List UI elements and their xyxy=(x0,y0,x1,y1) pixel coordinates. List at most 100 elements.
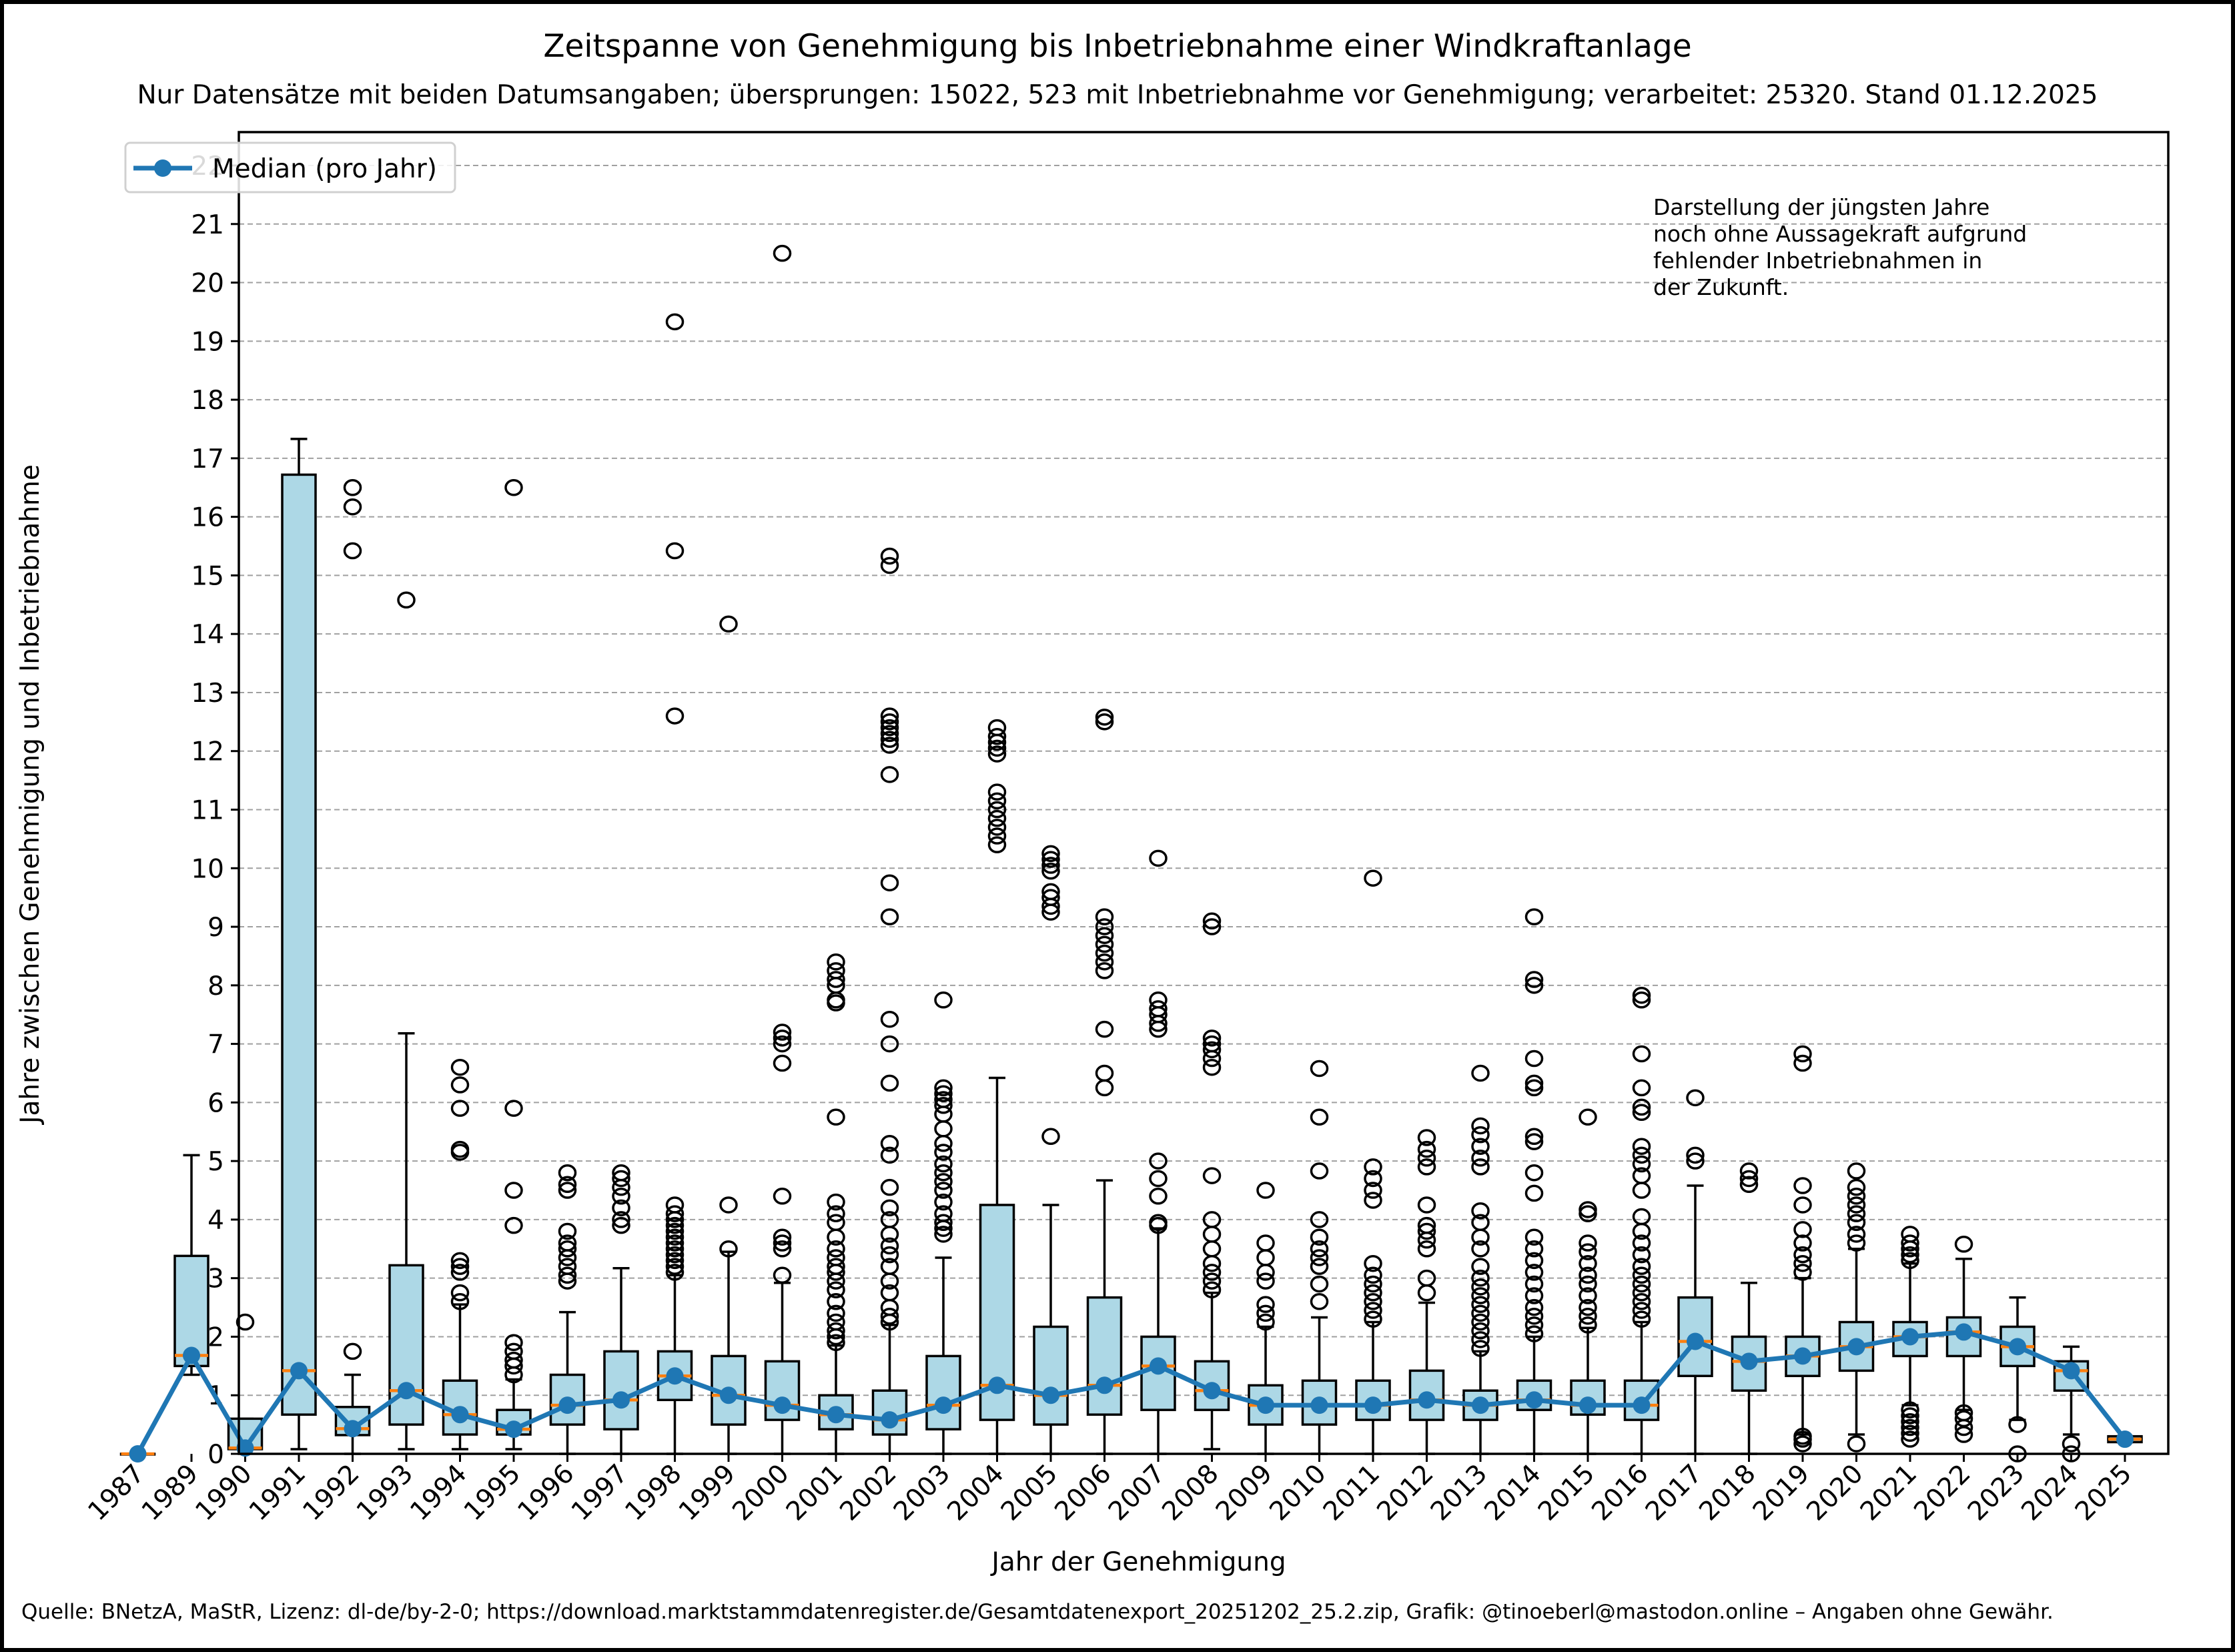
outlier-point xyxy=(1417,1216,1436,1234)
outlier-point xyxy=(880,713,899,731)
outlier-point xyxy=(934,1205,953,1222)
outlier-point xyxy=(827,1304,845,1322)
outlier-point xyxy=(1901,1401,1919,1418)
outlier-point xyxy=(665,542,685,560)
outlier-point xyxy=(1524,1240,1544,1258)
outlier-point xyxy=(612,1199,630,1217)
outlier-point xyxy=(934,1120,953,1138)
median-point xyxy=(1203,1382,1221,1400)
outlier-point xyxy=(827,1108,845,1126)
box-2001 xyxy=(818,953,854,1455)
x-tick-label: 1996 xyxy=(512,1459,580,1527)
y-tick-label: 20 xyxy=(191,269,224,299)
outlier-point xyxy=(880,1146,899,1164)
box-2008 xyxy=(1194,912,1230,1451)
x-tick-label: 2020 xyxy=(1801,1459,1869,1527)
outlier-point xyxy=(1632,1302,1651,1319)
y-tick-label: 14 xyxy=(191,620,224,650)
outlier-point xyxy=(880,908,899,925)
y-tick-label: 11 xyxy=(191,796,224,826)
outlier-point xyxy=(880,731,899,748)
outlier-point xyxy=(1739,1170,1759,1188)
outlier-point xyxy=(1471,1149,1490,1167)
outlier-point xyxy=(987,819,1007,836)
outlier-point xyxy=(827,1293,845,1310)
outlier-point xyxy=(1901,1424,1919,1442)
outlier-point xyxy=(1901,1234,1919,1252)
outlier-point xyxy=(934,1214,953,1232)
y-tick-label: 0 xyxy=(207,1440,224,1470)
median-point xyxy=(1095,1376,1113,1394)
box-1991 xyxy=(281,438,317,1451)
median-point xyxy=(1633,1396,1651,1414)
outlier-point xyxy=(612,1164,630,1182)
outlier-point xyxy=(1847,1188,1866,1205)
outlier-point xyxy=(880,547,899,565)
outlier-point xyxy=(343,479,362,496)
outlier-point xyxy=(504,1182,523,1199)
outlier-point xyxy=(612,1170,630,1188)
outlier-point xyxy=(773,1266,792,1284)
outlier-point xyxy=(827,1258,845,1275)
outlier-point xyxy=(1149,1214,1168,1232)
outlier-point xyxy=(1364,1275,1382,1293)
outlier-point xyxy=(1901,1226,1919,1243)
outlier-point xyxy=(1149,1152,1168,1170)
outlier-point xyxy=(665,1228,685,1246)
outlier-point xyxy=(934,1193,953,1211)
legend[interactable]: Median (pro Jahr) xyxy=(124,141,456,193)
y-tick-label: 16 xyxy=(191,503,224,533)
x-tick-label: 1992 xyxy=(298,1459,366,1527)
source-footer: Quelle: BNetzA, MaStR, Lizenz: dl-de/by-… xyxy=(21,1600,2054,1624)
outlier-point xyxy=(934,1164,953,1182)
outlier-point xyxy=(1524,1164,1544,1182)
outlier-point xyxy=(1041,1128,1060,1146)
outlier-point xyxy=(504,479,523,496)
outlier-point xyxy=(1524,1275,1544,1293)
outlier-point xyxy=(1632,1138,1651,1155)
outlier-point xyxy=(1524,971,1544,988)
outlier-point xyxy=(612,1211,630,1228)
outlier-point xyxy=(1793,1435,1812,1453)
outlier-point xyxy=(1471,1287,1490,1304)
outlier-point xyxy=(1632,1246,1651,1264)
outlier-point xyxy=(987,739,1007,757)
outlier-point xyxy=(1041,862,1060,880)
outlier-point xyxy=(1202,1254,1222,1272)
box-1998 xyxy=(656,313,693,1455)
outlier-point xyxy=(934,1097,953,1114)
box-series xyxy=(119,244,2143,1463)
box-1999 xyxy=(711,615,747,1455)
box-1995 xyxy=(496,479,532,1451)
outlier-point xyxy=(1847,1435,1866,1453)
box-2019 xyxy=(1785,1045,1821,1453)
outlier-point xyxy=(1202,1035,1222,1053)
x-tick-label: 2003 xyxy=(888,1459,956,1527)
outlier-point xyxy=(1256,1264,1275,1281)
box-2023 xyxy=(1999,1296,2036,1463)
y-tick-label: 13 xyxy=(191,679,224,709)
x-tick-label: 2011 xyxy=(1318,1459,1386,1527)
outlier-point xyxy=(236,1313,255,1331)
median-series xyxy=(129,1323,2134,1463)
outlier-point xyxy=(1471,1331,1490,1348)
outlier-point xyxy=(987,809,1007,827)
outlier-point xyxy=(1793,1264,1812,1281)
outlier-point xyxy=(880,766,899,783)
outlier-point xyxy=(558,1258,577,1275)
outlier-point xyxy=(934,1182,953,1199)
outlier-point xyxy=(1901,1246,1919,1264)
median-point xyxy=(1418,1391,1436,1409)
median-point xyxy=(558,1396,576,1414)
box-2003 xyxy=(925,991,961,1455)
x-tick-label: 2022 xyxy=(1909,1459,1977,1527)
outlier-point xyxy=(1579,1275,1597,1293)
outlier-point xyxy=(987,783,1007,801)
outlier-point xyxy=(934,1226,953,1243)
outlier-point xyxy=(1310,1211,1329,1228)
outlier-point xyxy=(1095,944,1114,962)
outlier-point xyxy=(1901,1412,1919,1430)
outlier-point xyxy=(719,1240,738,1258)
x-tick-label: 2025 xyxy=(2070,1459,2138,1527)
outlier-point xyxy=(1149,1000,1168,1017)
